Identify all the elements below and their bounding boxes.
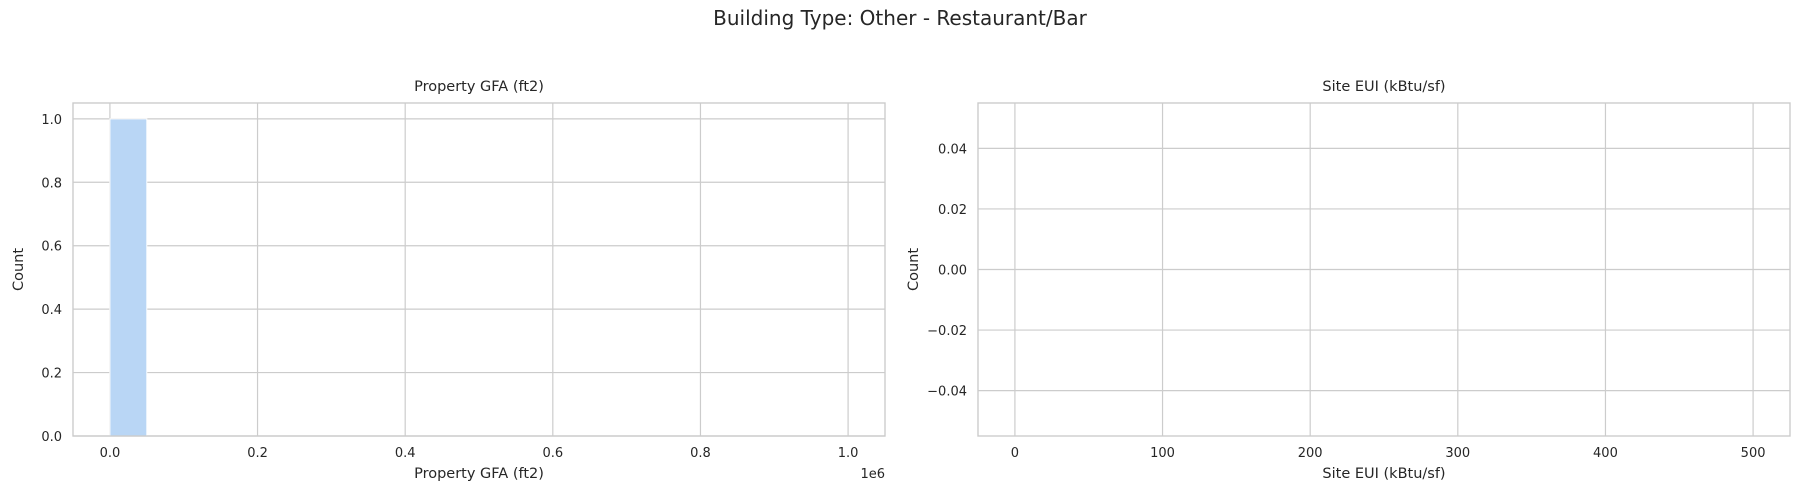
x-tick-label: 0.8	[690, 446, 711, 461]
x-tick-label: 0.0	[100, 446, 121, 461]
axes-gfa: 0.0 0.2 0.4 0.6 0.8 1.0 0.0 0.2 0.4 0.6 0.8 1.0 Prop…	[11, 79, 886, 482]
y-tick-label: 0.6	[41, 240, 62, 255]
x-tick-label: 1.0	[838, 446, 859, 461]
x-tick-label: 500	[1741, 446, 1766, 461]
x-offset-text: 1e6	[860, 467, 885, 482]
y-tick-label: 0.04	[938, 142, 967, 157]
axes-title: Property GFA (ft2)	[414, 79, 544, 95]
histogram-bar	[109, 118, 148, 437]
y-tick-label: 0.0	[41, 430, 62, 445]
y-axis-label: Count	[906, 248, 922, 291]
y-axis-label: Count	[11, 248, 27, 291]
y-tick-label: −0.02	[927, 324, 967, 339]
x-tick-label: 400	[1593, 446, 1618, 461]
y-tick-label: 0.00	[938, 264, 967, 279]
x-tick-label: 0	[1011, 446, 1019, 461]
x-tick-label: 0.6	[542, 446, 563, 461]
x-axis-label: Property GFA (ft2)	[414, 466, 544, 482]
y-tick-label: −0.04	[927, 385, 967, 400]
y-tick-label: 1.0	[41, 113, 62, 128]
x-tick-label: 100	[1150, 446, 1175, 461]
axes-eui: 0 100 200 300 400 500 −0.04 −0.02 0.00 0.02 0.04 Si…	[906, 79, 1791, 482]
figure-title: Building Type: Other - Restaurant/Bar	[713, 6, 1087, 30]
x-tick-label: 200	[1298, 446, 1323, 461]
axes-title: Site EUI (kBtu/sf)	[1322, 79, 1445, 95]
axes-frame	[977, 102, 1791, 437]
x-axis-label: Site EUI (kBtu/sf)	[1322, 466, 1445, 482]
x-tick-label: 0.4	[395, 446, 416, 461]
y-tick-label: 0.4	[41, 303, 62, 318]
y-tick-label: 0.02	[938, 203, 967, 218]
y-tick-label: 0.8	[41, 176, 62, 191]
y-tick-label: 0.2	[41, 367, 62, 382]
axes-frame	[72, 102, 886, 437]
x-tick-label: 0.2	[247, 446, 268, 461]
x-tick-label: 300	[1445, 446, 1470, 461]
